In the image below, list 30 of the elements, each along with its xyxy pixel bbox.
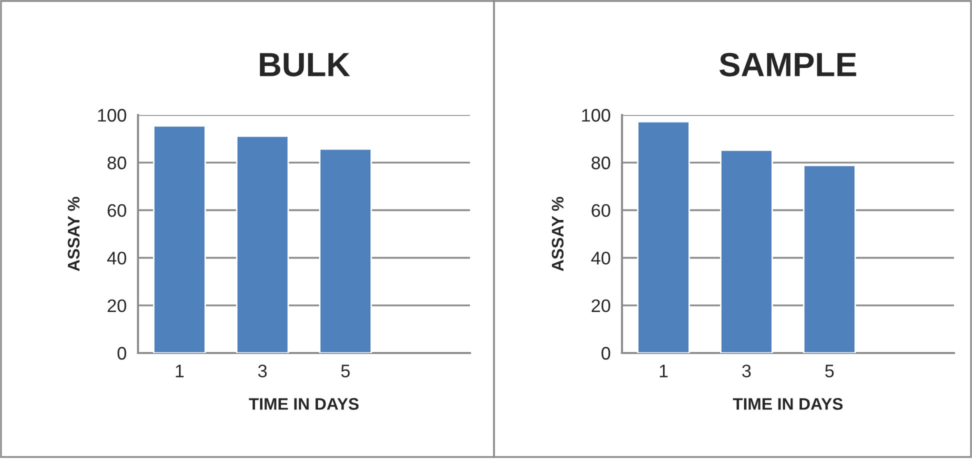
bar <box>720 150 773 353</box>
y-tick-label: 100 <box>98 108 126 122</box>
y-tick-label: 0 <box>118 346 126 360</box>
x-tick-label: 1 <box>176 364 184 378</box>
y-tick-label: 40 <box>591 252 610 265</box>
bar <box>803 164 856 353</box>
x-tick-label: 3 <box>742 364 751 378</box>
y-tick-label: 100 <box>582 108 610 122</box>
y-axis-title: ASSAY % <box>552 196 564 272</box>
y-tick-label: 20 <box>592 299 610 312</box>
bar <box>319 148 372 353</box>
y-tick-label: 80 <box>592 156 610 170</box>
x-axis-title: TIME IN DAYS <box>248 398 359 410</box>
y-tick-label: 0 <box>602 346 610 360</box>
x-tick-label: 3 <box>258 364 267 378</box>
x-tick-label: 5 <box>825 364 834 378</box>
chart-title: BULK <box>260 53 350 76</box>
bar <box>637 120 690 353</box>
bar <box>153 125 206 353</box>
y-tick-label: 60 <box>592 204 610 217</box>
chart-title: SAMPLE <box>720 52 856 76</box>
x-tick-label: 1 <box>660 364 668 378</box>
x-tick-label: 5 <box>341 364 350 378</box>
y-axis-title: ASSAY % <box>68 196 80 272</box>
y-tick-label: 80 <box>108 156 126 170</box>
y-tick-label: 60 <box>108 204 126 217</box>
x-axis-title: TIME IN DAYS <box>732 398 843 410</box>
bar <box>236 135 289 353</box>
y-tick-label: 40 <box>107 252 126 265</box>
y-tick-label: 20 <box>108 299 126 312</box>
